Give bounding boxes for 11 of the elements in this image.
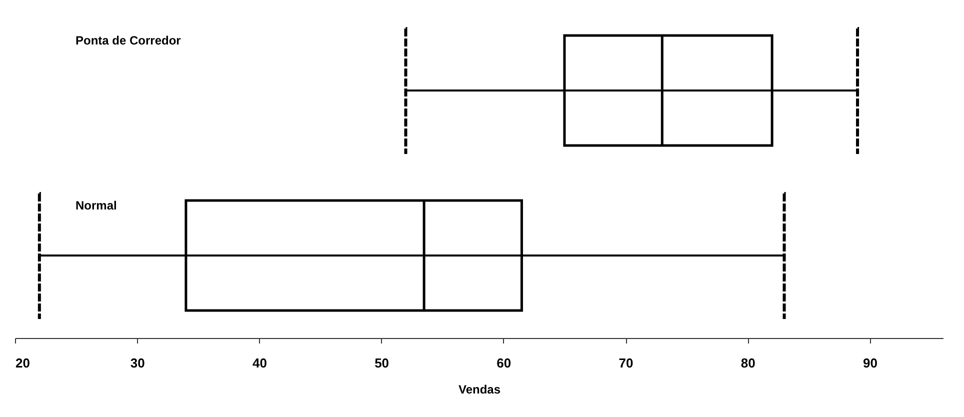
x-tick-label: 30 [130, 356, 145, 370]
x-tick-label: 60 [496, 356, 512, 370]
x-axis-title: Vendas [458, 382, 501, 396]
x-tick-label: 20 [16, 356, 30, 370]
x-tick-label: 90 [863, 356, 878, 370]
x-tick-label: 70 [618, 356, 634, 370]
x-tick-label: 50 [374, 356, 390, 370]
y-tick-label: Ponta de Corredor [76, 34, 182, 48]
x-tick-label: 40 [252, 356, 267, 370]
x-tick-label: 80 [740, 356, 756, 370]
y-tick-label: Normal [76, 198, 117, 212]
